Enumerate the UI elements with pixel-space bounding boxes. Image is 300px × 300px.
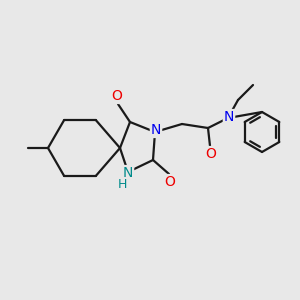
Text: N: N: [123, 166, 133, 180]
Text: O: O: [112, 89, 122, 103]
Text: N: N: [151, 123, 161, 137]
Text: N: N: [224, 110, 234, 124]
Text: O: O: [165, 175, 176, 189]
Text: H: H: [117, 178, 127, 191]
Text: O: O: [206, 147, 216, 161]
